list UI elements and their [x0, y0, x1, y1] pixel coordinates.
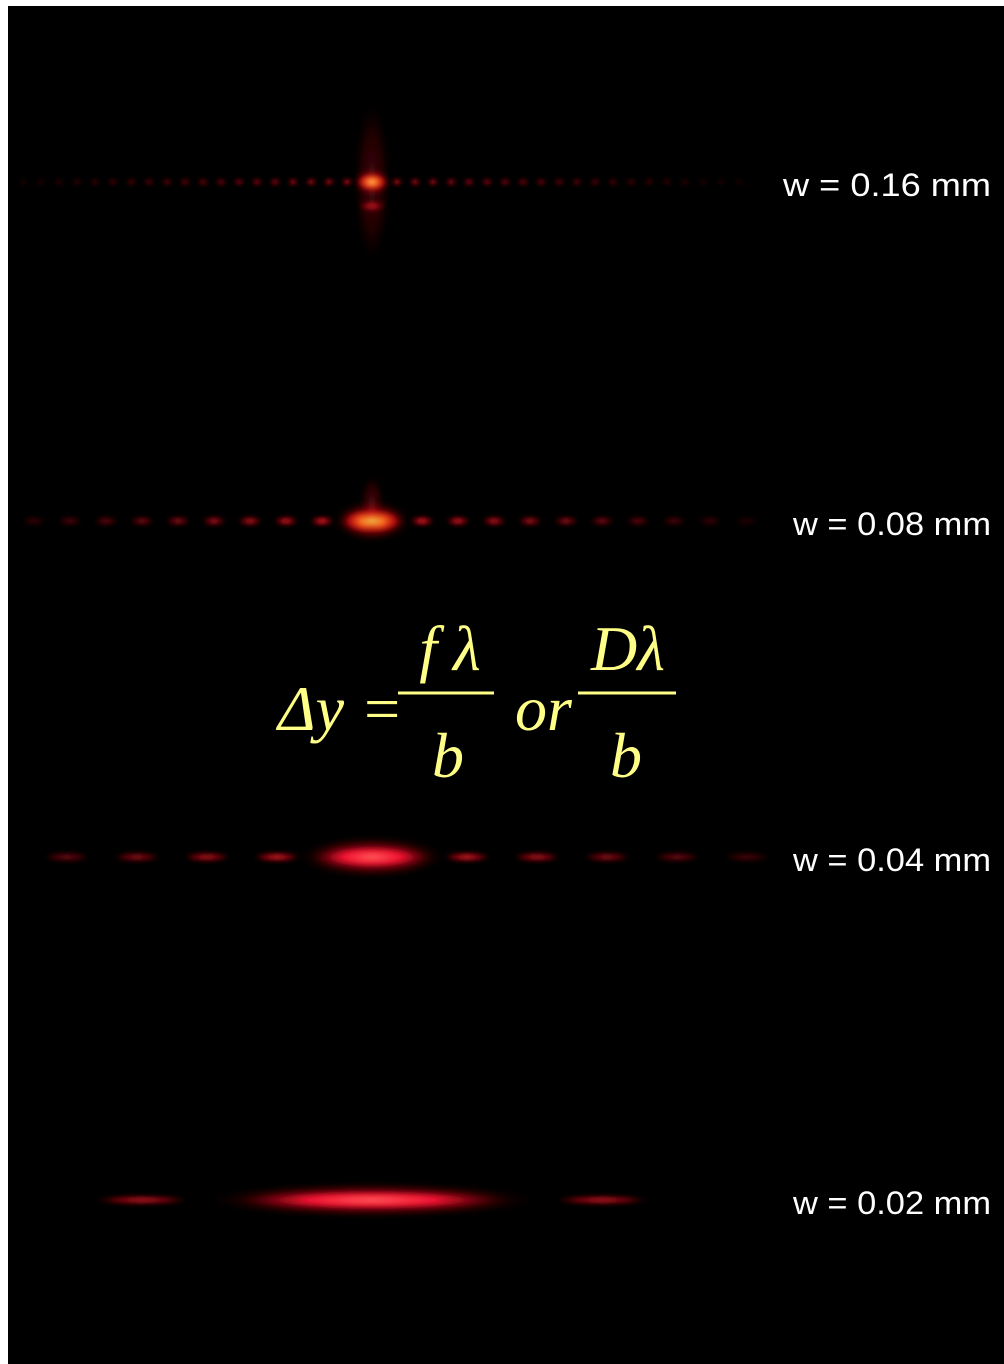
diffraction-spot	[288, 178, 298, 186]
formula: Δy = f λ b or Dλ b	[275, 613, 676, 791]
diffraction-spot	[144, 178, 154, 186]
diffraction-spot	[410, 178, 420, 186]
diffraction-spot	[518, 516, 542, 526]
diffraction-spot	[94, 516, 118, 526]
diffraction-spot	[237, 1189, 507, 1211]
diffraction-spot	[644, 178, 654, 186]
diffraction-spot	[94, 1195, 190, 1205]
diffraction-spot	[238, 516, 262, 526]
diffraction-spot	[202, 516, 226, 526]
diffraction-spot	[354, 102, 390, 262]
diffraction-spot	[306, 178, 316, 186]
diffraction-spot	[270, 178, 280, 186]
diffraction-spot	[180, 178, 190, 186]
diffraction-spot	[428, 178, 438, 186]
diffraction-spot	[482, 516, 506, 526]
diffraction-spot	[680, 178, 690, 186]
diffraction-spot	[590, 178, 600, 186]
diffraction-spot	[446, 516, 470, 526]
width-label: w = 0.16 mm	[782, 167, 991, 203]
diffraction-spot	[734, 178, 744, 186]
diffraction-spot	[698, 178, 708, 186]
background	[8, 6, 1004, 1364]
diffraction-spot	[536, 178, 546, 186]
diffraction-spot	[72, 178, 82, 186]
diffraction-spot	[723, 852, 771, 862]
diffraction-spot	[482, 178, 492, 186]
diffraction-spot	[662, 516, 686, 526]
diffraction-spot	[162, 178, 172, 186]
width-label: w = 0.04 mm	[792, 842, 991, 878]
formula-lhs: Δy =	[275, 673, 403, 744]
diffraction-spot	[392, 178, 402, 186]
diffraction-spot	[626, 516, 650, 526]
diffraction-spot	[54, 178, 64, 186]
diffraction-spot	[90, 178, 100, 186]
width-label: w = 0.08 mm	[792, 506, 991, 542]
formula-numerator: Dλ	[590, 613, 665, 684]
diffraction-spot	[252, 178, 262, 186]
diffraction-spot	[108, 178, 118, 186]
diffraction-spot	[312, 844, 432, 870]
diffraction-spot	[608, 178, 618, 186]
diffraction-spot	[572, 178, 582, 186]
diffraction-spot	[698, 516, 722, 526]
diffraction-spot	[410, 516, 434, 526]
diffraction-spot	[554, 516, 578, 526]
width-label: w = 0.02 mm	[792, 1185, 991, 1221]
diffraction-spot	[554, 178, 564, 186]
diffraction-spots	[18, 102, 771, 1218]
diffraction-spot	[36, 178, 46, 186]
diffraction-spot	[590, 516, 614, 526]
diffraction-spot	[653, 852, 701, 862]
diffraction-spot	[734, 516, 758, 526]
diffraction-spot	[198, 178, 208, 186]
diffraction-spot	[130, 516, 154, 526]
formula-denominator: b	[610, 720, 642, 791]
diffraction-spot	[22, 516, 46, 526]
formula-denominator: b	[432, 720, 464, 791]
diffraction-spot	[166, 516, 190, 526]
diffraction-spot	[662, 178, 672, 186]
diffraction-spot	[500, 178, 510, 186]
diffraction-spot	[113, 852, 161, 862]
diffraction-spot	[464, 178, 474, 186]
diffraction-spot	[234, 178, 244, 186]
diffraction-spot	[58, 516, 82, 526]
diffraction-spot	[18, 178, 28, 186]
diffraction-spot	[253, 852, 301, 862]
diffraction-spot	[554, 1195, 650, 1205]
diffraction-spot	[274, 516, 298, 526]
diffraction-spot	[126, 178, 136, 186]
diffraction-spot	[216, 178, 226, 186]
diffraction-spot	[324, 178, 334, 186]
diffraction-spot	[443, 852, 491, 862]
formula-connector: or	[515, 673, 573, 744]
diffraction-spot	[183, 852, 231, 862]
diffraction-spot	[43, 852, 91, 862]
diffraction-spot	[358, 200, 386, 212]
diffraction-spot	[583, 852, 631, 862]
diffraction-spot	[518, 178, 528, 186]
diffraction-spot	[626, 178, 636, 186]
diffraction-spot	[716, 178, 726, 186]
diffraction-spot	[360, 475, 384, 535]
diffraction-spot	[342, 178, 352, 186]
diffraction-spot	[513, 852, 561, 862]
diffraction-spot	[446, 178, 456, 186]
formula-numerator: f λ	[419, 613, 481, 684]
diffraction-spot	[310, 516, 334, 526]
